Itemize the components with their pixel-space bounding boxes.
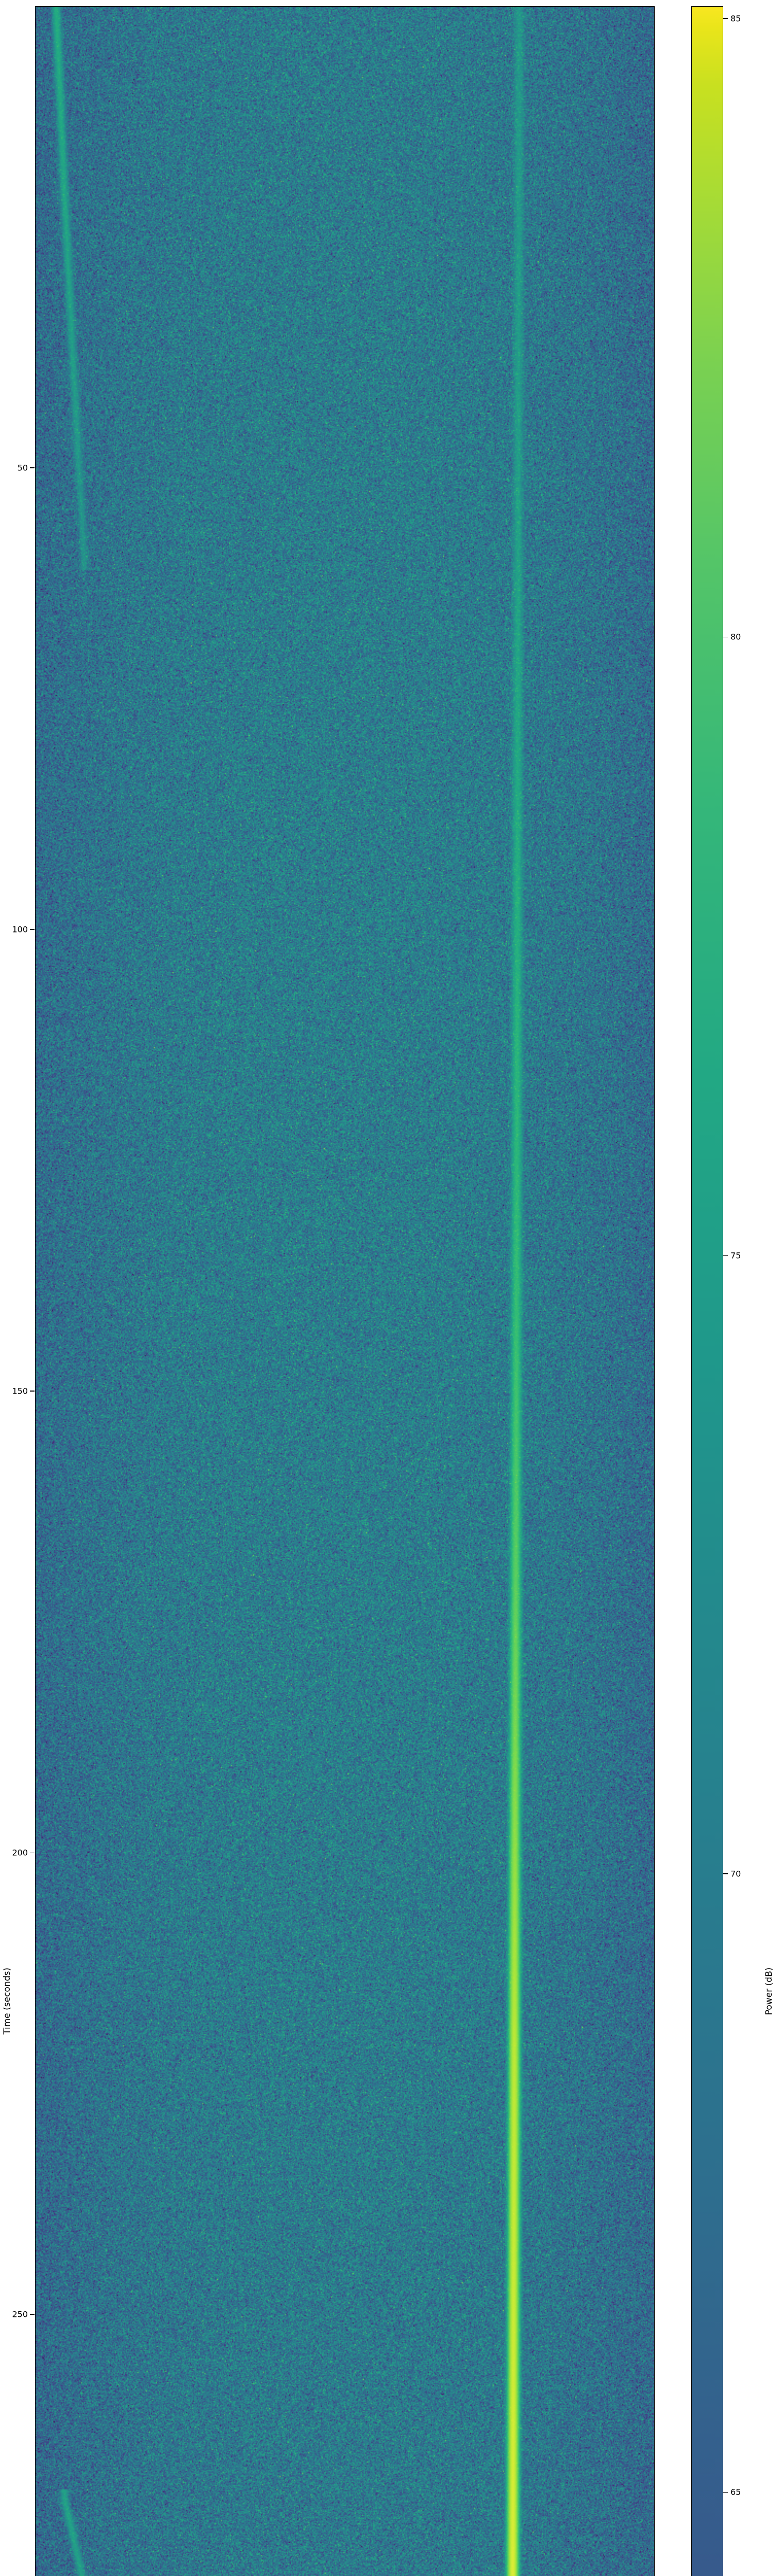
y-axis-label: Time (seconds)	[2, 1968, 12, 2035]
spectrogram-axes	[35, 6, 655, 2576]
colorbar-ticks: 85807570656055	[723, 6, 782, 2576]
y-tick-mark	[30, 2314, 35, 2315]
colorbar	[691, 6, 723, 2576]
colorbar-tick-label: 85	[730, 13, 741, 24]
y-tick-label: 250	[12, 2309, 28, 2319]
colorbar-tick-mark	[723, 2492, 728, 2493]
colorbar-label: Power (dB)	[764, 1967, 774, 2015]
colorbar-tick-mark	[723, 1255, 728, 1256]
y-tick-label: 150	[12, 1386, 28, 1396]
colorbar-tick-label: 65	[730, 2487, 741, 2497]
y-tick-mark	[30, 467, 35, 468]
colorbar-tick-label: 70	[730, 1869, 741, 1879]
y-axis-ticks: 50100150200250300350400	[0, 6, 35, 2576]
y-tick-label: 200	[12, 1848, 28, 1858]
colorbar-tick-mark	[723, 18, 728, 19]
y-tick-label: 100	[12, 924, 28, 935]
y-tick-label: 50	[17, 463, 28, 473]
spectrogram-heatmap	[36, 7, 654, 2576]
colorbar-tick-label: 80	[730, 632, 741, 642]
colorbar-tick-label: 75	[730, 1250, 741, 1261]
colorbar-tick-mark	[723, 1873, 728, 1874]
